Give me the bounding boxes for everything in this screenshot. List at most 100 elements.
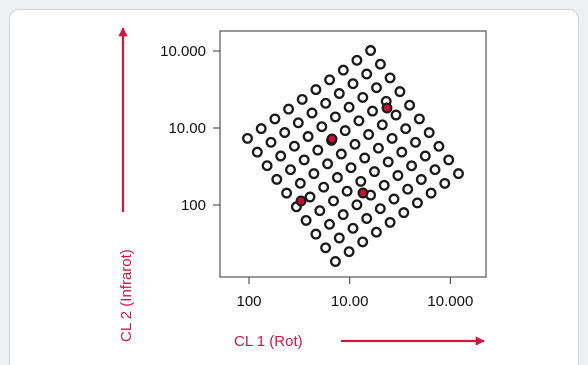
sample-point [400, 123, 412, 135]
y-tick-label: 10.00 [168, 120, 206, 137]
sample-point [320, 242, 332, 254]
sample-point [310, 84, 322, 96]
x-tick-label: 10.000 [427, 293, 473, 310]
y-tick-label: 100 [181, 197, 206, 214]
sample-point [308, 168, 320, 180]
sample-point [329, 256, 341, 267]
highlighted-point [326, 133, 338, 145]
sample-point [357, 91, 369, 103]
axis-ticks [213, 50, 451, 284]
sample-point [392, 170, 404, 181]
sample-point [331, 172, 343, 183]
sample-point [353, 115, 365, 127]
sample-point [312, 144, 324, 156]
sample-point [423, 127, 435, 139]
sample-point [337, 64, 349, 76]
sample-point [324, 218, 335, 230]
sample-point [349, 138, 361, 150]
sample-point [275, 150, 287, 162]
sample-point [279, 127, 291, 138]
sample-point [343, 101, 355, 113]
sample-point [294, 177, 306, 189]
sample-point [320, 97, 332, 109]
sample-point [345, 162, 357, 174]
sample-point [261, 160, 273, 172]
sample-point [378, 179, 390, 191]
sample-point [347, 222, 359, 234]
sample-point [265, 136, 277, 148]
sample-point [374, 58, 386, 70]
sample-point [251, 146, 263, 158]
sample-point [372, 142, 384, 154]
sample-point [370, 226, 382, 238]
sample-point [384, 72, 396, 84]
sample-point [419, 150, 431, 162]
sample-point [343, 246, 355, 258]
sample-point [351, 54, 363, 66]
sample-point [310, 228, 322, 240]
sample-point [355, 175, 367, 187]
sample-point [404, 99, 416, 111]
sample-point [298, 154, 310, 166]
sample-point [271, 173, 283, 185]
sample-point [453, 168, 464, 180]
sample-point [329, 111, 341, 123]
sample-point [255, 123, 267, 135]
sample-point [363, 129, 375, 140]
sample-point [341, 185, 353, 197]
sample-point [292, 117, 304, 129]
y-axis-label: CL 2 (Infrarot) [118, 249, 135, 342]
sample-point [386, 132, 398, 144]
sample-point [361, 213, 373, 224]
sample-point [443, 154, 455, 166]
sample-point [361, 68, 373, 80]
sample-point [384, 216, 396, 228]
sample-point [324, 74, 336, 86]
sample-point [288, 140, 300, 152]
y-tick-label: 10.000 [160, 43, 206, 60]
x-tick-label: 100 [236, 293, 261, 310]
sample-point [382, 156, 394, 168]
highlighted-point [295, 195, 307, 207]
figure-card [9, 9, 579, 365]
sample-point [410, 136, 421, 148]
sample-point [390, 109, 402, 121]
sample-point [335, 148, 347, 160]
sample-point [302, 131, 314, 142]
plot-frame [219, 30, 487, 278]
sample-point [394, 86, 406, 98]
x-axis-label: CL 1 (Rot) [234, 333, 303, 350]
sample-point [318, 181, 330, 193]
sample-point [322, 158, 334, 170]
sample-point [415, 174, 427, 185]
sample-point [376, 119, 388, 131]
sample-point [374, 203, 386, 215]
sample-point [396, 146, 408, 158]
sample-point [371, 82, 382, 94]
highlighted-point [357, 187, 369, 199]
sample-point [306, 107, 318, 119]
sample-point [328, 195, 339, 207]
tick-labels: 100 10.00 10.000 10.000 10.00 100 [160, 43, 473, 310]
sample-point [351, 199, 363, 211]
sample-point [425, 187, 437, 199]
sample-point [365, 45, 377, 56]
sample-point [285, 164, 296, 176]
sample-point [359, 152, 371, 164]
sample-point [398, 207, 410, 219]
sample-point [300, 214, 312, 226]
sample-point [333, 232, 345, 244]
sample-point [269, 113, 281, 125]
sample-point [402, 183, 414, 195]
sample-point [337, 209, 349, 221]
sample-point [429, 164, 441, 176]
sample-point [369, 166, 380, 178]
sample-point [357, 236, 369, 248]
sample-point [413, 113, 425, 125]
sample-point [439, 177, 451, 189]
sample-point [333, 88, 345, 99]
highlighted-point [381, 102, 393, 114]
sample-point [283, 103, 295, 115]
sample-point [304, 191, 316, 203]
